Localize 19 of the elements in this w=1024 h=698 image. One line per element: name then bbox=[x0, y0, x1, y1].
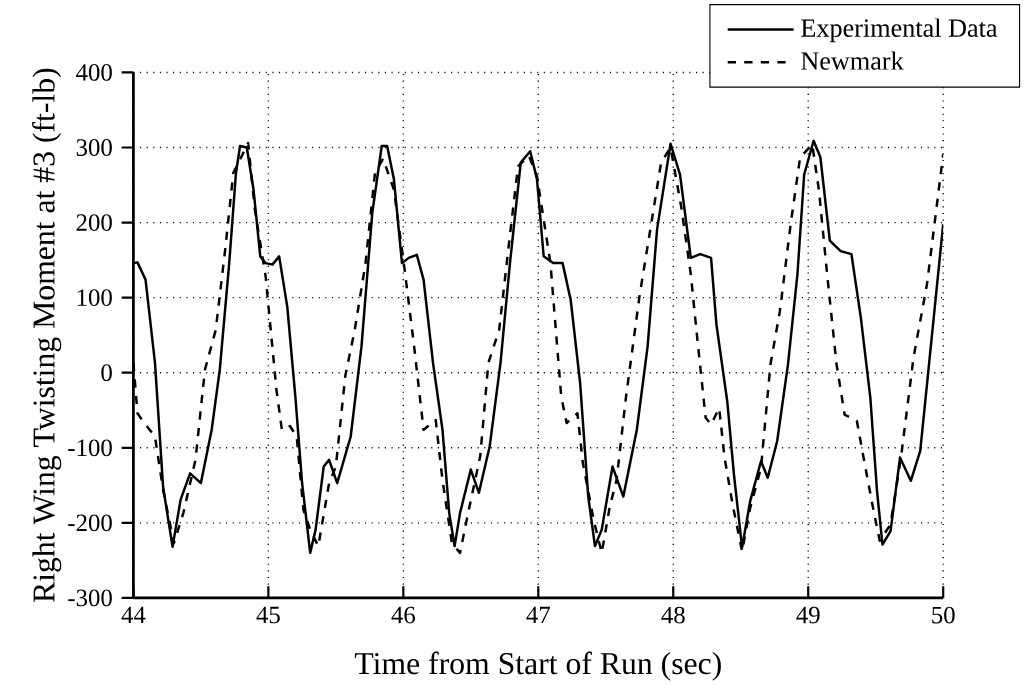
y-tick-label: 100 bbox=[77, 289, 112, 307]
y-tick-label: -100 bbox=[68, 439, 112, 457]
y-tick-label: 200 bbox=[76, 214, 112, 232]
y-tick-label: 0 bbox=[101, 364, 112, 382]
x-tick-label: 47 bbox=[526, 606, 550, 624]
x-tick-label: 44 bbox=[121, 606, 146, 624]
y-tick-label: 400 bbox=[76, 64, 112, 82]
x-axis-title: Time from Start of Run (sec) bbox=[354, 651, 721, 681]
x-tick-label: 45 bbox=[256, 606, 280, 624]
legend-label: Experimental Data bbox=[801, 18, 998, 43]
legend-label: Newmark bbox=[801, 51, 904, 71]
y-tick-label: -300 bbox=[68, 589, 112, 607]
y-axis-title: Right Wing Twisting Moment at #3 (ft-lb) bbox=[32, 68, 62, 603]
y-tick-label: -200 bbox=[68, 514, 112, 532]
x-tick-label: 49 bbox=[796, 606, 820, 624]
x-tick-label: 46 bbox=[391, 606, 416, 624]
y-tick-label: 300 bbox=[76, 139, 112, 157]
x-tick-label: 48 bbox=[661, 606, 685, 624]
x-tick-label: 50 bbox=[932, 606, 955, 624]
